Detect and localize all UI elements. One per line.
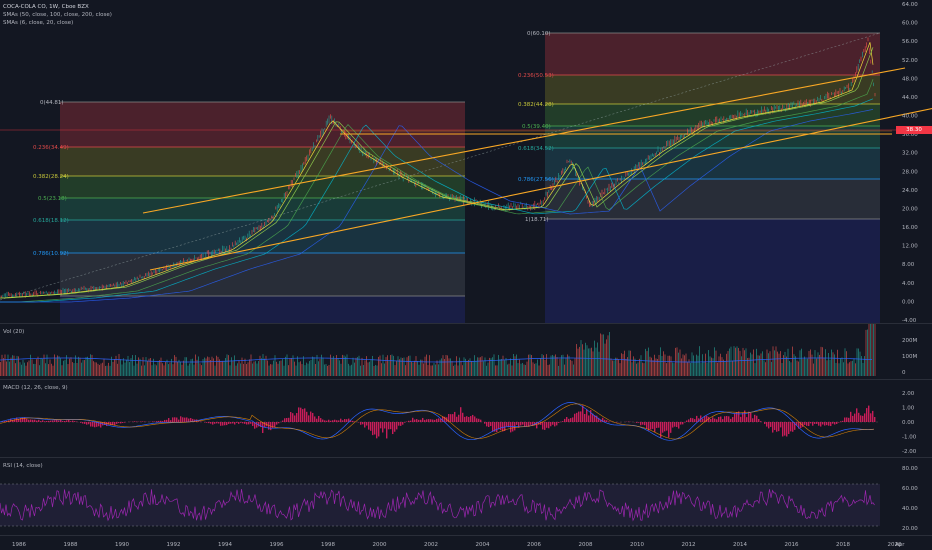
time-tick: 1996 [270,542,284,548]
macd-tick: 1.00 [902,406,915,412]
volume-tick: 0 [902,370,906,376]
trendline-lower-channel [149,108,932,271]
rsi-pane[interactable]: 80.00 60.00 40.00 20.00 RSI (14, close) [0,458,932,535]
macd-tick: -2.00 [902,449,917,455]
trendlines[interactable] [142,67,932,271]
volume-tick: 100M [902,354,917,360]
fib-right-level-5: 0.5(39.40) [522,124,551,130]
price-tick: 32.00 [902,151,918,157]
price-tick: 40.00 [902,114,918,120]
rsi-tick: 60.00 [902,486,918,492]
rsi-tick: 40.00 [902,506,918,512]
time-tick: 2006 [527,542,541,548]
price-tick: 52.00 [902,58,918,64]
fib-right-level-786: 0.786(27.56) [518,177,554,183]
fib-left-level-618: 0.618(18.12) [33,218,69,224]
symbol-title[interactable]: COCA-COLA CO, 1W, Cboe BZX [3,4,89,10]
price-tick: 56.00 [902,39,918,45]
volume-tick: 200M [902,338,917,344]
fib-right-level-618: 0.618(34.52) [518,146,554,152]
time-tick: 2008 [579,542,593,548]
volume-pane[interactable]: 200M 100M 0 Vol (20) [0,324,932,379]
volume-label[interactable]: Vol (20) [3,329,25,335]
time-tick: 2002 [424,542,438,548]
rsi-tick: 80.00 [902,466,918,472]
fib-left-level-382: 0.382(28.24) [33,174,69,180]
macd-tick: -1.00 [902,435,917,441]
macd-pane[interactable]: 2.00 1.00 0.00 -1.00 -2.00 MACD (12, 26, clo… [0,380,932,457]
price-tick: 4.00 [902,281,915,287]
price-series [0,37,876,303]
time-tick: 2016 [785,542,799,548]
price-tick: 8.00 [902,262,915,268]
time-tick: 1992 [167,542,181,548]
sma-indicator-1[interactable]: SMAs (50, close, 100, close, 200, close) [3,12,112,18]
time-tick: 1998 [321,542,335,548]
time-tick: 1988 [64,542,78,548]
price-pane[interactable]: 0(44.81) 0.236(34.49) 0.382(28.24) 0.5(2… [0,0,932,323]
fib-retracement-left[interactable]: 0(44.81) 0.236(34.49) 0.382(28.24) 0.5(2… [33,100,465,323]
fib-retracement-right[interactable]: 0(60.10) 0.236(50.53) 0.382(44.28) 0.5(3… [518,31,880,323]
rsi-chart[interactable]: 80.00 60.00 40.00 20.00 [0,458,932,535]
price-tick: 44.00 [902,95,918,101]
price-tick: 48.00 [902,76,918,82]
fib-right-level-1: 1(18.71) [525,217,549,223]
dotted-trend-line[interactable] [0,32,881,301]
rsi-label[interactable]: RSI (14, close) [3,463,43,469]
trendline-upper-channel [142,67,906,214]
fib-right-level-0: 0(60.10) [527,31,551,37]
volume-chart[interactable]: 200M 100M 0 [0,324,932,379]
price-tick: 64.00 [902,2,918,8]
price-tick: 24.00 [902,188,918,194]
price-tick: 12.00 [902,244,918,250]
price-tick: 60.00 [902,21,918,27]
fib-right-level-382: 0.382(44.28) [518,102,554,108]
price-chart[interactable]: 0(44.81) 0.236(34.49) 0.382(28.24) 0.5(2… [0,0,932,323]
time-tick: 1986 [12,542,26,548]
rsi-tick: 20.00 [902,526,918,532]
macd-tick: 0.00 [902,420,915,426]
sma-indicator-2[interactable]: SMAs (6, close, 20, close) [3,20,74,26]
price-tick: 0.00 [902,299,915,305]
price-axis[interactable]: 64.00 60.00 56.00 52.00 48.00 44.00 40.00 36.00… [902,2,918,323]
time-tick: 2014 [733,542,747,548]
price-tick: 36.00 [902,132,918,138]
macd-label[interactable]: MACD (12, 26, close, 9) [3,385,68,391]
macd-chart[interactable]: 2.00 1.00 0.00 -1.00 -2.00 [0,380,932,457]
time-tick: 2010 [630,542,644,548]
time-tick: 1994 [218,542,232,548]
fib-left-level-236: 0.236(34.49) [33,145,69,151]
time-tick: 2018 [836,542,850,548]
last-price-badge: 38.30 [896,126,932,134]
price-tick: -4.00 [902,318,917,323]
fib-left-level-0: 0(44.81) [40,100,64,106]
time-tick: 2012 [682,542,696,548]
time-tick: 2020 [888,542,902,548]
chart-legend: COCA-COLA CO, 1W, Cboe BZX SMAs (50, clo… [3,3,112,27]
time-axis[interactable]: 1986 1988 1990 1992 1994 1996 1998 2000 2002 2004… [0,536,932,550]
macd-tick: 2.00 [902,391,915,397]
time-tick: 1990 [115,542,129,548]
time-tick: 2004 [476,542,490,548]
price-tick: 28.00 [902,169,918,175]
fib-left-level-786: 0.786(10.92) [33,251,69,257]
time-tick: Apr [895,542,905,548]
fib-left-level-5: 0.5(23.18) [38,196,67,202]
price-tick: 16.00 [902,225,918,231]
price-tick: 20.00 [902,206,918,212]
time-tick: 2000 [373,542,387,548]
fib-right-level-236: 0.236(50.53) [518,73,554,79]
